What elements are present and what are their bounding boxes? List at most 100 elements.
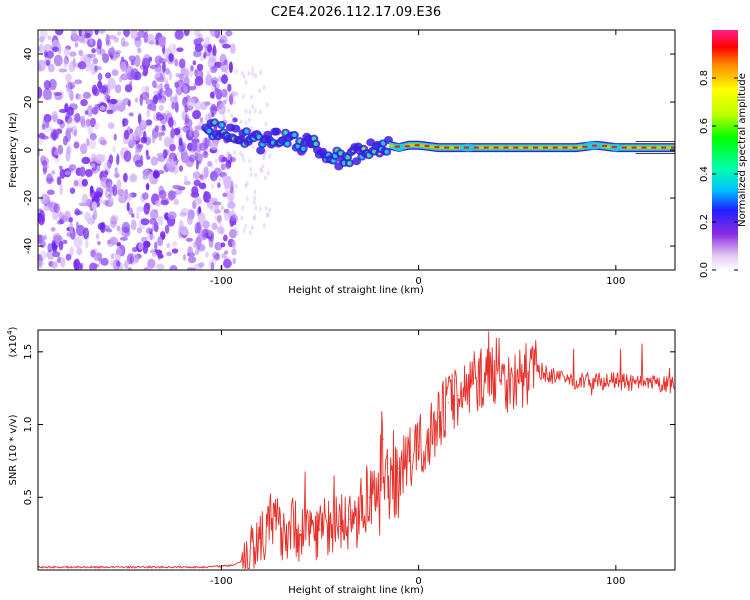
- noise-blob: [98, 30, 106, 35]
- noise-blob: [160, 37, 167, 49]
- noise-blob: [133, 71, 142, 81]
- track-core: [362, 147, 365, 151]
- snr-point: [447, 402, 449, 404]
- noise-blob: [110, 55, 118, 61]
- noise-blob: [129, 192, 137, 198]
- noise-fringe: [231, 206, 235, 212]
- noise-blob: [163, 136, 171, 148]
- noise-fringe: [216, 181, 220, 187]
- track-inner: [285, 141, 290, 146]
- noise-fringe: [260, 168, 264, 174]
- spectrogram-y-tick-label: -20: [23, 190, 34, 206]
- noise-blob: [203, 166, 209, 178]
- noise-blob: [213, 253, 221, 261]
- spectrogram-x-tick-label: 100: [606, 276, 625, 287]
- noise-blob: [77, 34, 85, 43]
- snr-point: [329, 522, 331, 525]
- noise-blob: [53, 203, 60, 214]
- snr-point: [437, 416, 439, 418]
- snr-point: [496, 373, 499, 375]
- noise-blob: [39, 250, 47, 260]
- noise-blob: [97, 72, 103, 82]
- noise-blob: [222, 43, 231, 49]
- noise-blob: [150, 156, 159, 166]
- track-peak: [592, 144, 598, 147]
- noise-blob: [69, 222, 74, 234]
- noise-blob: [168, 70, 172, 81]
- noise-blob: [196, 221, 201, 234]
- track-inner: [244, 129, 249, 134]
- noise-blob: [38, 234, 43, 244]
- noise-blob: [62, 135, 68, 146]
- noise-blob: [160, 127, 167, 132]
- noise-blob: [38, 46, 41, 52]
- noise-blob: [74, 79, 83, 85]
- noise-blob: [98, 196, 103, 204]
- noise-blob: [227, 83, 232, 92]
- noise-blob: [193, 179, 201, 187]
- noise-blob: [69, 246, 74, 256]
- snr-point: [506, 380, 508, 382]
- noise-blob: [151, 80, 157, 89]
- noise-blob: [181, 83, 191, 95]
- noise-blob: [100, 154, 106, 162]
- noise-fringe: [215, 225, 219, 231]
- noise-blob: [137, 144, 141, 150]
- noise-blob: [38, 63, 42, 70]
- noise-blob: [41, 160, 48, 167]
- noise-blob: [116, 179, 122, 190]
- noise-blob: [74, 42, 79, 48]
- noise-blob: [53, 54, 63, 67]
- noise-blob: [154, 241, 158, 251]
- noise-fringe: [241, 204, 245, 210]
- noise-fringe: [265, 212, 269, 218]
- noise-fringe: [254, 205, 258, 211]
- noise-fringe: [239, 119, 243, 125]
- noise-blob: [193, 38, 202, 47]
- colorbar-tick-label: 0.6: [699, 118, 710, 134]
- noise-fringe: [248, 230, 252, 236]
- noise-blob: [103, 161, 112, 172]
- noise-blob: [68, 217, 73, 223]
- noise-fringe: [234, 226, 238, 232]
- noise-blob: [66, 117, 73, 130]
- noise-blob: [191, 140, 198, 152]
- track-peak: [454, 146, 460, 149]
- noise-blob: [114, 167, 118, 173]
- noise-fringe: [250, 225, 254, 231]
- noise-blob: [139, 64, 146, 70]
- noise-blob: [52, 232, 62, 244]
- noise-blob: [92, 57, 99, 65]
- track-inner: [311, 136, 317, 141]
- noise-blob: [58, 211, 64, 218]
- noise-blob: [212, 46, 217, 57]
- noise-blob: [50, 131, 59, 140]
- noise-fringe: [251, 104, 255, 110]
- noise-fringe: [268, 153, 272, 159]
- snr-point: [546, 373, 548, 375]
- noise-blob: [52, 114, 58, 122]
- snr-point: [299, 530, 301, 532]
- noise-blob: [82, 91, 92, 99]
- noise-blob: [145, 227, 154, 235]
- noise-fringe: [242, 74, 246, 80]
- noise-blob: [194, 76, 204, 86]
- noise-blob: [142, 168, 151, 177]
- noise-blob: [174, 101, 179, 113]
- noise-blob: [63, 57, 68, 69]
- noise-blob: [214, 204, 220, 215]
- noise-blob: [107, 194, 112, 200]
- noise-blob: [38, 43, 44, 54]
- noise-blob: [220, 163, 226, 171]
- noise-blob: [66, 127, 73, 133]
- noise-blob: [185, 68, 189, 78]
- noise-blob: [128, 267, 132, 270]
- snr-point: [339, 525, 341, 527]
- noise-blob: [204, 101, 211, 106]
- track-peak: [523, 146, 529, 149]
- noise-fringe: [216, 217, 220, 223]
- noise-blob: [156, 152, 165, 157]
- noise-blob: [146, 234, 156, 240]
- noise-fringe: [264, 205, 268, 211]
- colorbar: 0.0 0.2 0.4 0.6 0.8 Normalized spectral ampl…: [699, 30, 748, 278]
